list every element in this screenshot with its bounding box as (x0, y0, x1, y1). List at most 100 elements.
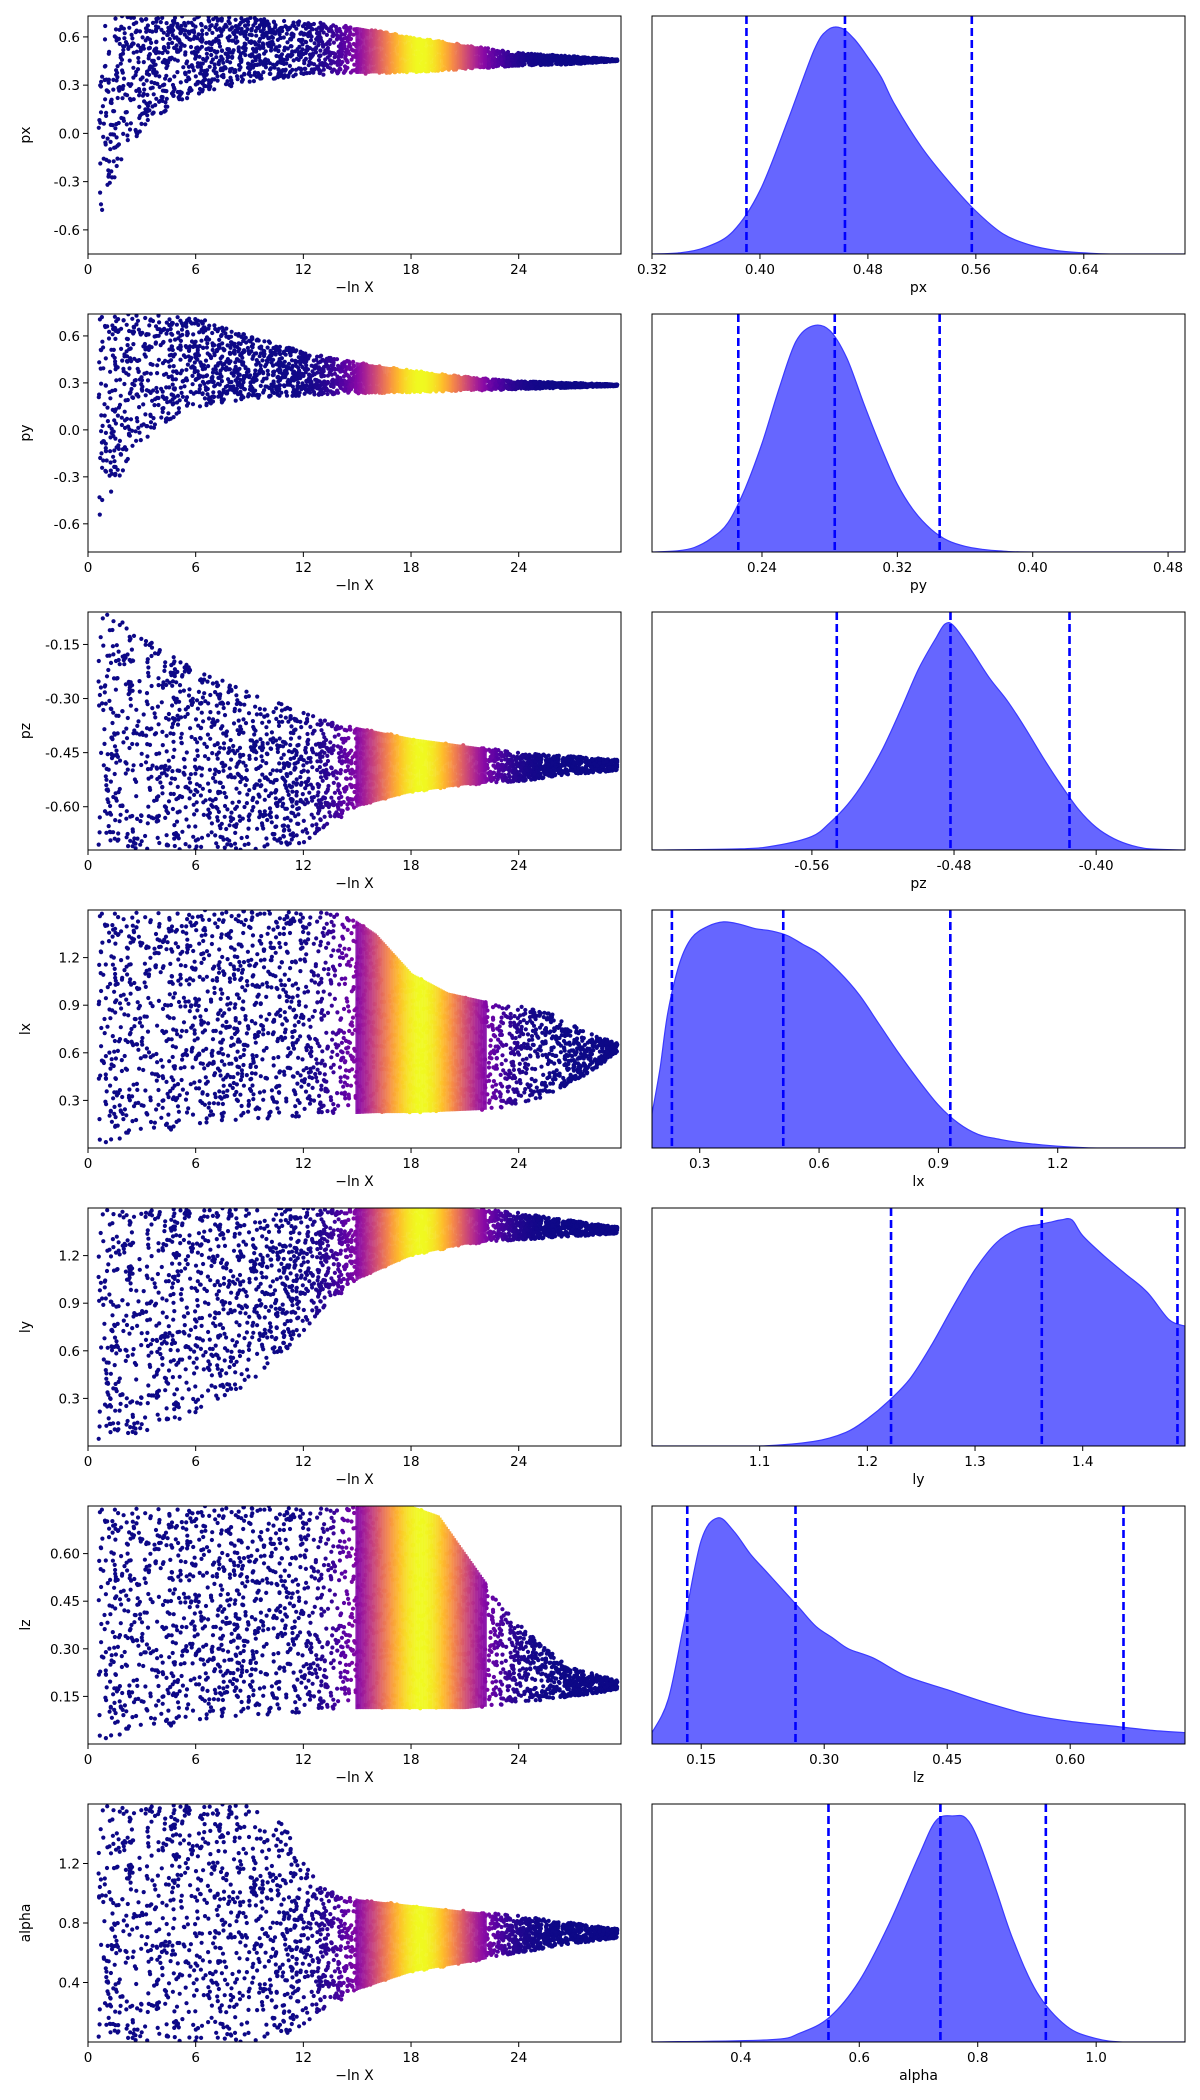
sample-point (200, 367, 205, 372)
sample-point (346, 366, 351, 371)
sample-point (225, 47, 230, 52)
sample-point (111, 454, 116, 459)
x-tick-label: 6 (191, 262, 200, 278)
sample-point (345, 26, 350, 31)
sample-point (155, 81, 160, 86)
sample-point (204, 335, 210, 340)
sample-point (517, 62, 522, 67)
sample-point (113, 27, 119, 32)
sample-point (121, 131, 126, 136)
sample-point (278, 352, 283, 357)
sample-point (190, 65, 195, 70)
sample-point (234, 74, 240, 79)
sample-point (296, 365, 301, 370)
sample-point (112, 409, 117, 414)
sample-point (322, 51, 327, 56)
sample-point (494, 52, 499, 57)
trace-band-slice (442, 41, 445, 71)
sample-point (276, 374, 281, 379)
sample-point (197, 404, 203, 409)
sample-point (167, 417, 172, 422)
trace-band-slice (378, 31, 381, 74)
sample-point (192, 370, 197, 375)
sample-point (160, 36, 166, 41)
sample-point (170, 347, 175, 353)
sample-point (349, 47, 354, 52)
sample-point (131, 50, 136, 55)
sample-point (194, 344, 199, 349)
sample-point (207, 27, 212, 32)
sample-point (275, 37, 280, 43)
sample-point (164, 396, 169, 401)
sample-point (144, 332, 149, 337)
sample-point (117, 377, 123, 382)
sample-point (219, 73, 224, 79)
sample-point (331, 23, 336, 28)
sample-point (141, 422, 146, 427)
sample-point (221, 387, 226, 392)
sample-point (198, 360, 203, 365)
sample-point (119, 326, 124, 331)
sample-point (158, 330, 163, 335)
trace-band-slice (457, 43, 460, 70)
sample-point (176, 95, 181, 100)
sample-point (248, 62, 253, 67)
sample-point (137, 29, 143, 34)
sample-point (325, 391, 330, 397)
trace-band-slice (478, 46, 481, 69)
sample-point (277, 364, 282, 369)
sample-point (149, 40, 154, 46)
sample-point (160, 406, 165, 411)
sample-point (264, 376, 269, 381)
sample-point (131, 342, 136, 347)
sample-point (244, 36, 249, 42)
sample-point (299, 71, 304, 76)
sample-point (117, 27, 122, 32)
sample-point (276, 49, 281, 54)
sample-point (97, 512, 102, 517)
sample-point (114, 163, 119, 169)
sample-point (171, 354, 176, 359)
sample-point (198, 71, 203, 76)
sample-point (533, 55, 538, 60)
sample-point (242, 71, 247, 76)
sample-point (219, 48, 225, 54)
sample-point (151, 110, 156, 115)
sample-point (277, 27, 282, 32)
sample-point (250, 342, 256, 347)
sample-point (128, 121, 133, 126)
sample-point (216, 346, 222, 351)
sample-point (295, 390, 300, 395)
sample-point (197, 54, 202, 59)
sample-point (99, 381, 104, 386)
sample-point (337, 26, 342, 32)
sample-point (281, 35, 286, 40)
trace-band-slice (420, 38, 423, 72)
sample-point (282, 18, 287, 24)
sample-point (141, 60, 146, 65)
sample-point (134, 322, 139, 327)
sample-point (307, 23, 312, 28)
sample-point (160, 394, 165, 399)
sample-point (290, 363, 295, 368)
sample-point (305, 367, 311, 372)
sample-point (211, 17, 216, 22)
trace-band-slice (382, 31, 386, 74)
sample-point (109, 169, 114, 174)
sample-point (210, 30, 215, 35)
sample-point (134, 49, 139, 54)
trace-band-slice (387, 32, 390, 73)
sample-point (206, 46, 211, 51)
sample-point (156, 402, 161, 408)
sample-point (135, 67, 141, 72)
sample-point (203, 387, 209, 392)
sample-point (102, 37, 108, 42)
trace-band-slice (389, 33, 392, 73)
sample-point (233, 398, 238, 403)
sample-point (118, 452, 123, 457)
sample-point (145, 35, 150, 41)
sample-point (105, 136, 110, 141)
trace-band-slice (463, 44, 466, 70)
sample-point (115, 413, 120, 418)
sample-point (101, 366, 106, 371)
